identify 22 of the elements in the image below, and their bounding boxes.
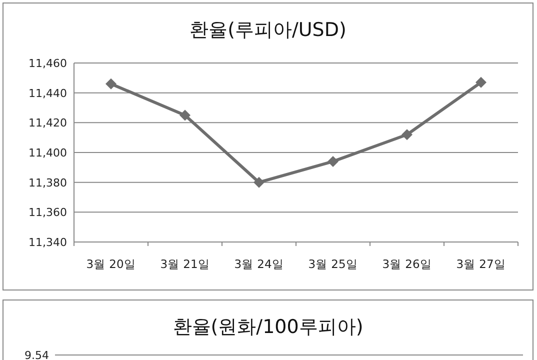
y-tick-label: 11,400 bbox=[28, 146, 67, 160]
x-tick-label: 3월 27일 bbox=[456, 257, 506, 271]
x-tick-label: 3월 26일 bbox=[382, 257, 432, 271]
text: 9.54 bbox=[24, 349, 49, 360]
point bbox=[402, 129, 412, 140]
y-tick-label: 11,360 bbox=[28, 206, 67, 220]
chart-title: 환율(루피아/USD) bbox=[190, 19, 346, 41]
point bbox=[254, 176, 264, 188]
x-tick-label: 3월 25일 bbox=[308, 257, 358, 271]
point bbox=[328, 156, 338, 167]
x-tick-label: 3월 20일 bbox=[86, 257, 136, 271]
point bbox=[476, 76, 486, 88]
x-tick-label: 3월 24일 bbox=[234, 257, 284, 271]
x-tick-label: 3월 21일 bbox=[160, 257, 210, 271]
point bbox=[180, 110, 190, 121]
y-tick-label: 11,460 bbox=[28, 57, 67, 70]
y-tick-label: 11,340 bbox=[28, 236, 67, 249]
text: 환율(원화/100루피아) bbox=[172, 316, 364, 338]
y-tick-label: 11,380 bbox=[28, 176, 67, 190]
point bbox=[106, 78, 116, 90]
y-tick-label: 11,420 bbox=[28, 116, 67, 130]
y-tick-label: 11,440 bbox=[28, 86, 67, 100]
